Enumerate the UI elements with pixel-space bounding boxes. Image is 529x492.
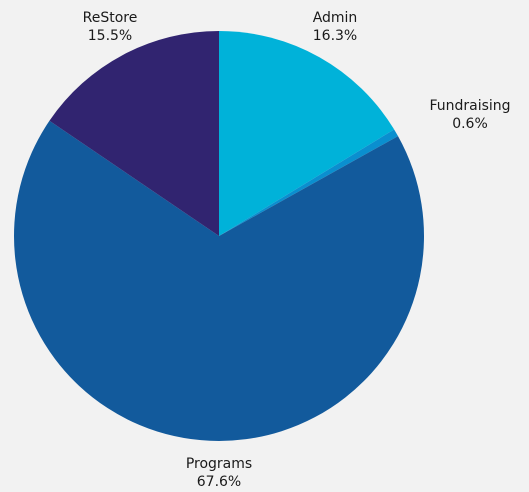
slice-label-restore: ReStore 15.5%: [83, 10, 138, 44]
slice-label-percent: 0.6%: [452, 116, 488, 132]
slice-label-name: Fundraising: [429, 98, 510, 114]
slice-label-fundraising: Fundraising 0.6%: [429, 98, 510, 132]
pie-slices: [14, 31, 425, 441]
pie-slice-fundraising: [219, 129, 399, 236]
pie-slice-restore: [49, 31, 220, 236]
pie-labels: Admin 16.3% Fundraising 0.6% Programs 67.6% Re…: [83, 10, 511, 490]
slice-label-percent: 16.3%: [313, 28, 357, 44]
slice-label-name: ReStore: [83, 10, 138, 26]
slice-label-admin: Admin 16.3%: [313, 10, 358, 44]
slice-label-name: Admin: [313, 10, 358, 26]
slice-label-percent: 67.6%: [197, 474, 241, 490]
pie-slice-programs: [14, 120, 425, 441]
slice-label-percent: 15.5%: [88, 28, 132, 44]
pie-slice-admin: [219, 31, 395, 236]
slice-label-programs: Programs 67.6%: [186, 456, 252, 490]
slice-label-name: Programs: [186, 456, 252, 472]
